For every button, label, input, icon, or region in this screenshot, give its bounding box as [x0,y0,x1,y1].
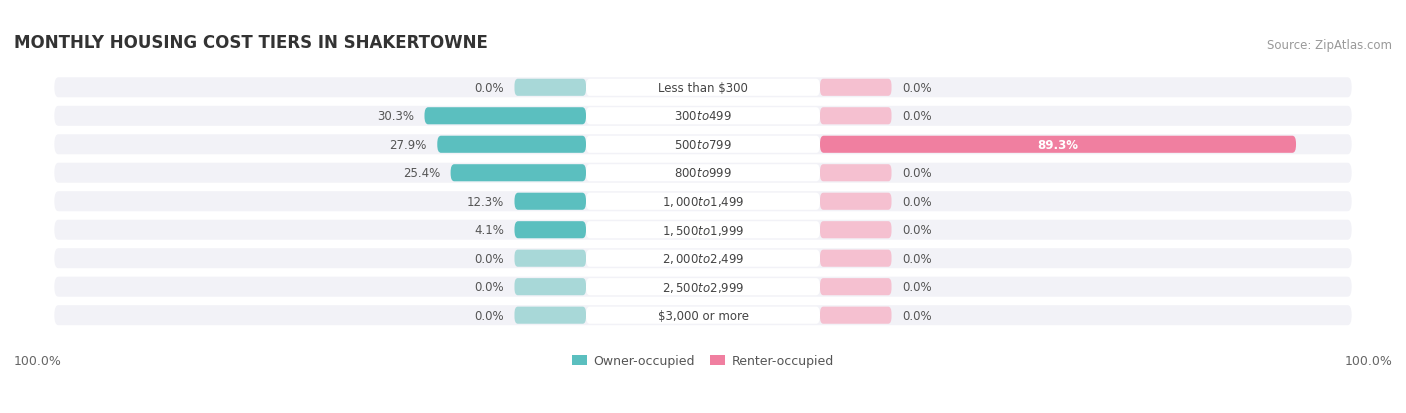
FancyBboxPatch shape [53,275,1353,298]
FancyBboxPatch shape [820,278,891,296]
Text: $2,000 to $2,499: $2,000 to $2,499 [662,252,744,266]
FancyBboxPatch shape [53,133,1353,156]
FancyBboxPatch shape [586,165,820,182]
Text: 30.3%: 30.3% [377,110,415,123]
Text: $500 to $799: $500 to $799 [673,138,733,152]
Text: 0.0%: 0.0% [901,224,932,237]
Text: 25.4%: 25.4% [404,167,440,180]
FancyBboxPatch shape [425,108,586,125]
Text: 0.0%: 0.0% [474,280,505,294]
Text: 0.0%: 0.0% [474,309,505,322]
FancyBboxPatch shape [53,105,1353,128]
Text: Source: ZipAtlas.com: Source: ZipAtlas.com [1267,39,1392,52]
FancyBboxPatch shape [820,307,891,324]
Text: 0.0%: 0.0% [901,280,932,294]
FancyBboxPatch shape [586,108,820,125]
Text: 0.0%: 0.0% [474,252,505,265]
FancyBboxPatch shape [515,278,586,296]
Text: $1,000 to $1,499: $1,000 to $1,499 [662,195,744,209]
FancyBboxPatch shape [53,219,1353,242]
FancyBboxPatch shape [515,250,586,267]
FancyBboxPatch shape [820,136,1296,154]
FancyBboxPatch shape [820,250,891,267]
FancyBboxPatch shape [515,307,586,324]
FancyBboxPatch shape [515,193,586,210]
Text: $1,500 to $1,999: $1,500 to $1,999 [662,223,744,237]
FancyBboxPatch shape [820,222,891,239]
Text: 89.3%: 89.3% [1038,138,1078,152]
Text: 27.9%: 27.9% [389,138,427,152]
FancyBboxPatch shape [820,108,891,125]
FancyBboxPatch shape [515,80,586,97]
Text: 0.0%: 0.0% [901,309,932,322]
Text: 0.0%: 0.0% [474,82,505,95]
Text: $300 to $499: $300 to $499 [673,110,733,123]
FancyBboxPatch shape [53,77,1353,100]
Text: Less than $300: Less than $300 [658,82,748,95]
Text: $800 to $999: $800 to $999 [673,167,733,180]
FancyBboxPatch shape [586,222,820,239]
Text: $3,000 or more: $3,000 or more [658,309,748,322]
Text: 12.3%: 12.3% [467,195,505,208]
FancyBboxPatch shape [53,190,1353,213]
FancyBboxPatch shape [53,247,1353,270]
FancyBboxPatch shape [586,278,820,296]
Text: 100.0%: 100.0% [1344,354,1392,368]
FancyBboxPatch shape [820,165,891,182]
FancyBboxPatch shape [450,165,586,182]
Text: 0.0%: 0.0% [901,110,932,123]
Text: 0.0%: 0.0% [901,82,932,95]
FancyBboxPatch shape [53,162,1353,185]
FancyBboxPatch shape [586,193,820,210]
FancyBboxPatch shape [820,80,891,97]
Text: MONTHLY HOUSING COST TIERS IN SHAKERTOWNE: MONTHLY HOUSING COST TIERS IN SHAKERTOWN… [14,34,488,52]
Text: 0.0%: 0.0% [901,167,932,180]
FancyBboxPatch shape [53,304,1353,327]
FancyBboxPatch shape [437,136,586,154]
FancyBboxPatch shape [586,80,820,97]
Text: $2,500 to $2,999: $2,500 to $2,999 [662,280,744,294]
FancyBboxPatch shape [586,250,820,267]
FancyBboxPatch shape [820,193,891,210]
Text: 0.0%: 0.0% [901,195,932,208]
Text: 0.0%: 0.0% [901,252,932,265]
FancyBboxPatch shape [586,136,820,154]
Text: 100.0%: 100.0% [14,354,62,368]
FancyBboxPatch shape [586,307,820,324]
FancyBboxPatch shape [515,222,586,239]
Legend: Owner-occupied, Renter-occupied: Owner-occupied, Renter-occupied [572,354,834,368]
Text: 4.1%: 4.1% [474,224,505,237]
